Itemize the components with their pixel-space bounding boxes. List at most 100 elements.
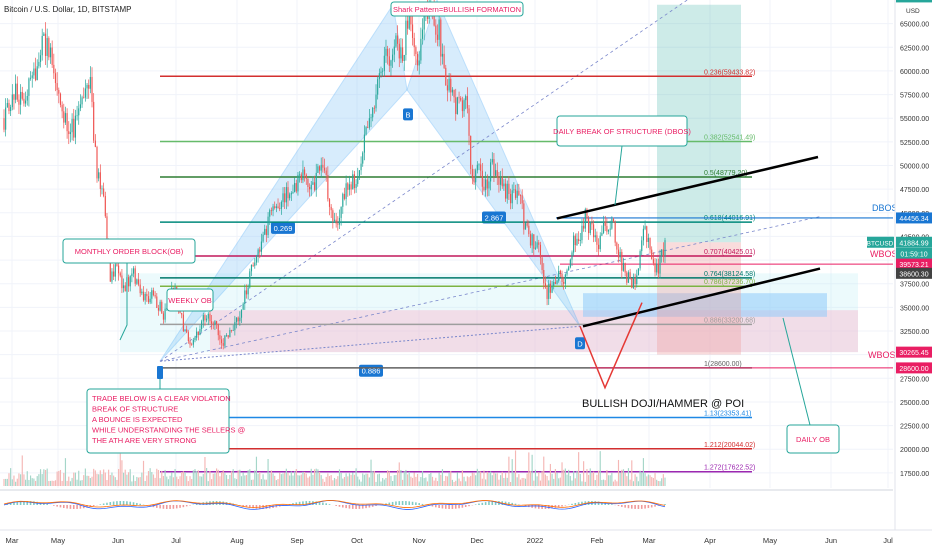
volume-bar [518, 474, 520, 486]
volume-bar [320, 475, 322, 486]
oscillator-bar [531, 505, 533, 508]
candle-body [533, 234, 535, 249]
candle-body [230, 329, 233, 331]
candle-body [390, 60, 392, 66]
candle-body [566, 270, 568, 275]
candle-body [601, 232, 603, 236]
volume-bar [541, 471, 543, 486]
candle-body [224, 335, 226, 346]
volume-bar [514, 450, 517, 486]
candle-body [285, 187, 287, 203]
candle-body [553, 282, 555, 286]
volume-bar [511, 459, 513, 486]
volume-bar [162, 475, 165, 486]
volume-bar [164, 469, 166, 486]
candle-body [206, 318, 208, 321]
oscillator-bar [494, 501, 497, 505]
volume-bar [84, 468, 86, 486]
fib-label: 1(28600.00) [704, 361, 742, 368]
candle-body [245, 290, 248, 295]
volume-bar [249, 469, 251, 486]
volume-bar [458, 478, 460, 486]
volume-bar [636, 476, 638, 486]
y-tick-label: 25000.00 [900, 400, 929, 407]
ratio-label: 0.886 [362, 367, 381, 376]
candle-body [443, 53, 445, 68]
oscillator-bar [451, 505, 454, 509]
volume-bar [589, 468, 591, 486]
candle-body [370, 117, 372, 119]
volume-bar [388, 471, 390, 486]
ratio-badge [271, 221, 295, 234]
candle-body [594, 235, 596, 238]
candle-body [137, 279, 140, 285]
oscillator-bar [132, 502, 135, 505]
candle-body [619, 251, 621, 258]
candle-body [217, 323, 219, 336]
oscillator-bar [577, 502, 580, 505]
candle-body [232, 330, 234, 331]
candle-body [320, 164, 322, 171]
candle-body [317, 166, 319, 173]
candle-body [209, 313, 211, 322]
volume-bar [106, 480, 108, 486]
oscillator-bar [26, 501, 29, 505]
candle-body [275, 206, 277, 208]
oscillator-bar [398, 501, 401, 505]
volume-bar [345, 473, 347, 486]
oscillator-bar [405, 501, 407, 505]
x-tick-label: May [763, 536, 777, 545]
oscillator-bar [464, 505, 467, 508]
candle-body [124, 285, 126, 292]
candle-body [287, 187, 289, 199]
oscillator-bar [179, 505, 181, 508]
volume-bar [363, 474, 365, 486]
candle-body [33, 68, 35, 76]
volume-bar [68, 476, 70, 486]
candle-body [455, 97, 457, 115]
oscillator-bar [435, 505, 437, 508]
note-box [86, 388, 230, 454]
volume-bar [626, 476, 628, 486]
volume-bar [406, 474, 409, 486]
oscillator-bar [624, 505, 626, 508]
candle-body [380, 71, 382, 74]
volume-bar [377, 474, 379, 486]
candle-body [269, 210, 271, 217]
candle-body [91, 76, 93, 102]
volume-bar [529, 471, 532, 486]
candle-body [470, 135, 472, 169]
wbos-label-upper: WBOS [870, 249, 898, 259]
candle-body [194, 337, 196, 340]
volume-bar [617, 459, 620, 486]
volume-bar [232, 469, 234, 486]
candle-body [239, 317, 241, 322]
x-tick-label: Nov [412, 536, 426, 545]
volume-bar [490, 471, 492, 486]
candle-body [654, 263, 656, 273]
candle-body [229, 329, 231, 338]
oscillator-bar [617, 505, 620, 507]
candle-body [581, 225, 583, 241]
candle-body [642, 228, 644, 241]
oscillator-bar [650, 505, 653, 508]
candle-body [616, 242, 618, 250]
candle-body [641, 240, 643, 252]
oscillator-bar [149, 505, 151, 507]
candle-body [260, 241, 263, 252]
oscillator-bar [295, 502, 298, 505]
oscillator-bar [345, 505, 347, 509]
candle-body [611, 218, 613, 229]
volume-bar [551, 473, 553, 486]
volume-bar [416, 473, 419, 486]
oscillator-bar [421, 503, 424, 505]
candle-body [491, 159, 493, 163]
daily-ob-callout-box [786, 424, 840, 454]
candle-body [523, 203, 525, 230]
volume-bar [237, 470, 239, 486]
oscillator-bar [640, 505, 643, 509]
volume-bar [325, 476, 327, 486]
candle-body [591, 222, 593, 225]
volume-bar [202, 474, 204, 486]
